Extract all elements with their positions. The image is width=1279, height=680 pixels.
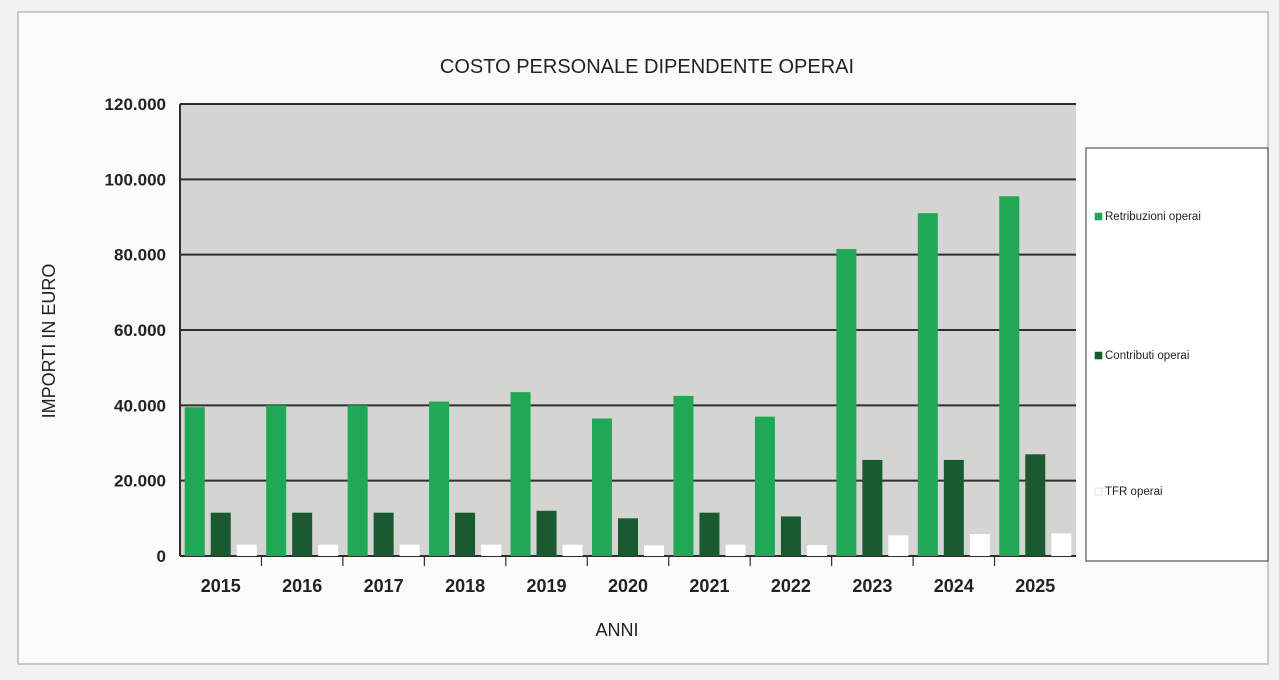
bar-tfr-operai [970, 534, 990, 556]
x-tick-label: 2023 [852, 576, 892, 596]
bar-contributi-operai [862, 460, 882, 556]
legend-label: TFR operai [1105, 486, 1163, 498]
bar-tfr-operai [725, 545, 745, 556]
x-tick-label: 2024 [934, 576, 974, 596]
bar-contributi-operai [455, 513, 475, 556]
bar-tfr-operai [400, 545, 420, 556]
y-tick-label: 0 [157, 547, 166, 566]
y-tick-label: 20.000 [114, 472, 166, 491]
y-tick-label: 40.000 [114, 396, 166, 415]
bar-contributi-operai [781, 516, 801, 556]
x-tick-label: 2016 [282, 576, 322, 596]
y-tick-label: 120.000 [105, 95, 166, 114]
x-tick-label: 2025 [1015, 576, 1055, 596]
chart-title: COSTO PERSONALE DIPENDENTE OPERAI [440, 56, 854, 78]
bar-tfr-operai [807, 545, 827, 556]
bar-contributi-operai [944, 460, 964, 556]
bar-tfr-operai [237, 545, 257, 556]
y-tick-label: 100.000 [105, 170, 166, 189]
x-tick-label: 2019 [527, 576, 567, 596]
bar-retribuzioni-operai [429, 402, 449, 556]
legend-swatch [1095, 488, 1102, 495]
x-tick-label: 2020 [608, 576, 648, 596]
bar-retribuzioni-operai [673, 396, 693, 556]
bar-retribuzioni-operai [348, 405, 368, 556]
bar-retribuzioni-operai [755, 417, 775, 556]
bar-contributi-operai [211, 513, 231, 556]
bar-contributi-operai [537, 511, 557, 556]
bar-tfr-operai [563, 545, 583, 556]
bar-tfr-operai [644, 545, 664, 556]
legend-label: Contributi operai [1105, 350, 1189, 362]
bar-tfr-operai [481, 545, 501, 556]
bar-retribuzioni-operai [836, 249, 856, 556]
bar-contributi-operai [374, 513, 394, 556]
bar-retribuzioni-operai [592, 419, 612, 556]
legend-label: Retribuzioni operai [1105, 211, 1201, 223]
bar-tfr-operai [318, 545, 338, 556]
bar-retribuzioni-operai [999, 196, 1019, 556]
bar-contributi-operai [618, 518, 638, 556]
bar-contributi-operai [292, 513, 312, 556]
bar-contributi-operai [699, 513, 719, 556]
bar-retribuzioni-operai [266, 405, 286, 556]
x-tick-label: 2018 [445, 576, 485, 596]
y-tick-label: 80.000 [114, 246, 166, 265]
y-tick-label: 60.000 [114, 321, 166, 340]
bar-retribuzioni-operai [918, 213, 938, 556]
bar-contributi-operai [1025, 454, 1045, 556]
legend-swatch [1095, 352, 1102, 359]
x-tick-label: 2017 [364, 576, 404, 596]
bar-retribuzioni-operai [185, 407, 205, 556]
bar-retribuzioni-operai [511, 392, 531, 556]
legend-swatch [1095, 213, 1102, 220]
x-tick-label: 2021 [689, 576, 729, 596]
bar-tfr-operai [1051, 533, 1071, 556]
y-axis-label: IMPORTI IN EURO [39, 264, 59, 419]
bar-tfr-operai [888, 535, 908, 556]
x-tick-label: 2015 [201, 576, 241, 596]
x-tick-label: 2022 [771, 576, 811, 596]
x-axis-label: ANNI [595, 620, 638, 640]
